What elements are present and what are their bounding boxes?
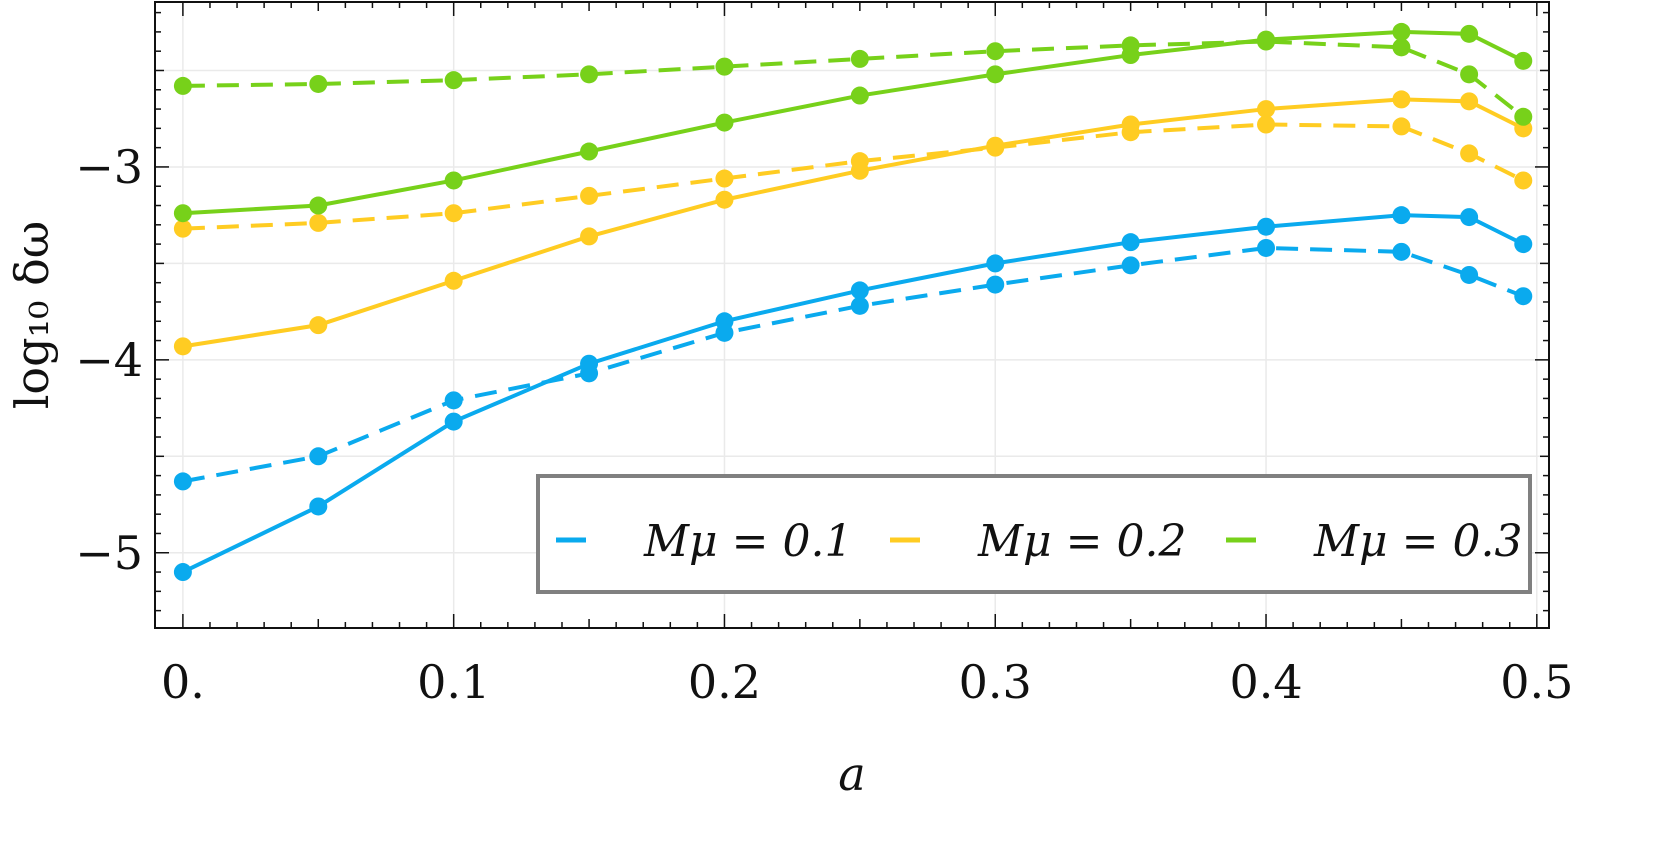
data-point [1392, 242, 1411, 261]
data-point [1392, 38, 1411, 57]
data-point [1121, 123, 1140, 142]
data-point [1392, 90, 1411, 109]
data-point [986, 138, 1005, 157]
data-point [1257, 115, 1276, 134]
data-point [309, 316, 328, 335]
y-tick-label: −5 [75, 526, 143, 580]
data-point [309, 497, 328, 516]
data-point [1514, 235, 1533, 254]
data-point [850, 296, 869, 315]
series-line-0 [182, 213, 1525, 574]
x-tick-label: 0.1 [417, 655, 490, 709]
data-point [715, 190, 734, 209]
data-point [1460, 24, 1479, 43]
data-point [986, 275, 1005, 294]
data-point [1392, 22, 1411, 41]
data-point [1257, 238, 1276, 257]
data-point [1257, 32, 1276, 51]
plot-frame [154, 1, 1550, 629]
ticks: 0. 0.1 0.2 0.3 0.4 0.5 −5 −4 −3 [75, 2, 1573, 709]
data-point [444, 412, 463, 431]
data-point [309, 447, 328, 466]
data-point [1514, 107, 1533, 126]
series-line-4 [182, 29, 1525, 216]
data-point [1257, 100, 1276, 119]
data-point [173, 563, 192, 582]
series-line-1 [182, 245, 1525, 484]
x-axis-label: a [838, 747, 865, 801]
x-tick-label: 0.4 [1229, 655, 1302, 709]
series-group [173, 22, 1533, 582]
legend: Mμ = 0.1 Mμ = 0.2 Mμ = 0.3 [536, 474, 1532, 594]
data-point [1392, 117, 1411, 136]
grid [155, 2, 1549, 628]
data-point [715, 57, 734, 76]
x-tick-label: 0.2 [688, 655, 761, 709]
data-point [173, 76, 192, 95]
data-point [850, 152, 869, 171]
legend-label: Mμ = 0.3 [1313, 516, 1522, 567]
data-point [173, 219, 192, 238]
data-point [715, 113, 734, 132]
data-point [1121, 233, 1140, 252]
x-tick-label: 0.5 [1500, 655, 1573, 709]
data-point [444, 204, 463, 223]
data-point [1514, 51, 1533, 70]
data-point [1257, 217, 1276, 236]
data-point [173, 204, 192, 223]
data-point [444, 71, 463, 90]
data-point [173, 472, 192, 491]
data-point [173, 337, 192, 356]
legend-label: Mμ = 0.2 [977, 516, 1186, 567]
data-point [1460, 144, 1479, 163]
data-point [1460, 208, 1479, 227]
data-point [580, 186, 599, 205]
data-point [309, 74, 328, 93]
data-point [1514, 171, 1533, 190]
x-tick-label: 0.3 [959, 655, 1032, 709]
series-line-3 [182, 122, 1525, 231]
data-point [1121, 36, 1140, 55]
data-point [309, 213, 328, 232]
x-tick-label: 0. [161, 655, 205, 709]
data-point [1460, 265, 1479, 284]
data-point [444, 391, 463, 410]
data-point [444, 271, 463, 290]
y-tick-label: −4 [75, 333, 143, 387]
data-point [309, 196, 328, 215]
data-point [1460, 92, 1479, 111]
data-point [986, 65, 1005, 84]
y-axis-label: log₁₀ δω [5, 221, 59, 410]
data-point [850, 281, 869, 300]
data-point [850, 49, 869, 68]
data-point [580, 227, 599, 246]
data-point [1460, 65, 1479, 84]
series-line-5 [182, 39, 1525, 119]
data-point [715, 323, 734, 342]
data-point [580, 142, 599, 161]
data-point [715, 169, 734, 188]
legend-label: Mμ = 0.1 [643, 516, 852, 567]
data-point [986, 254, 1005, 273]
data-point [444, 171, 463, 190]
data-point [1392, 206, 1411, 225]
data-point [1514, 287, 1533, 306]
data-point [580, 65, 599, 84]
legend-items: Mμ = 0.1 Mμ = 0.2 Mμ = 0.3 [556, 516, 1522, 567]
data-point [850, 86, 869, 105]
y-tick-label: −3 [75, 140, 143, 194]
series-line-2 [182, 97, 1525, 349]
data-point [986, 42, 1005, 61]
data-point [580, 364, 599, 383]
data-point [1121, 256, 1140, 275]
legend-box [536, 474, 1532, 594]
